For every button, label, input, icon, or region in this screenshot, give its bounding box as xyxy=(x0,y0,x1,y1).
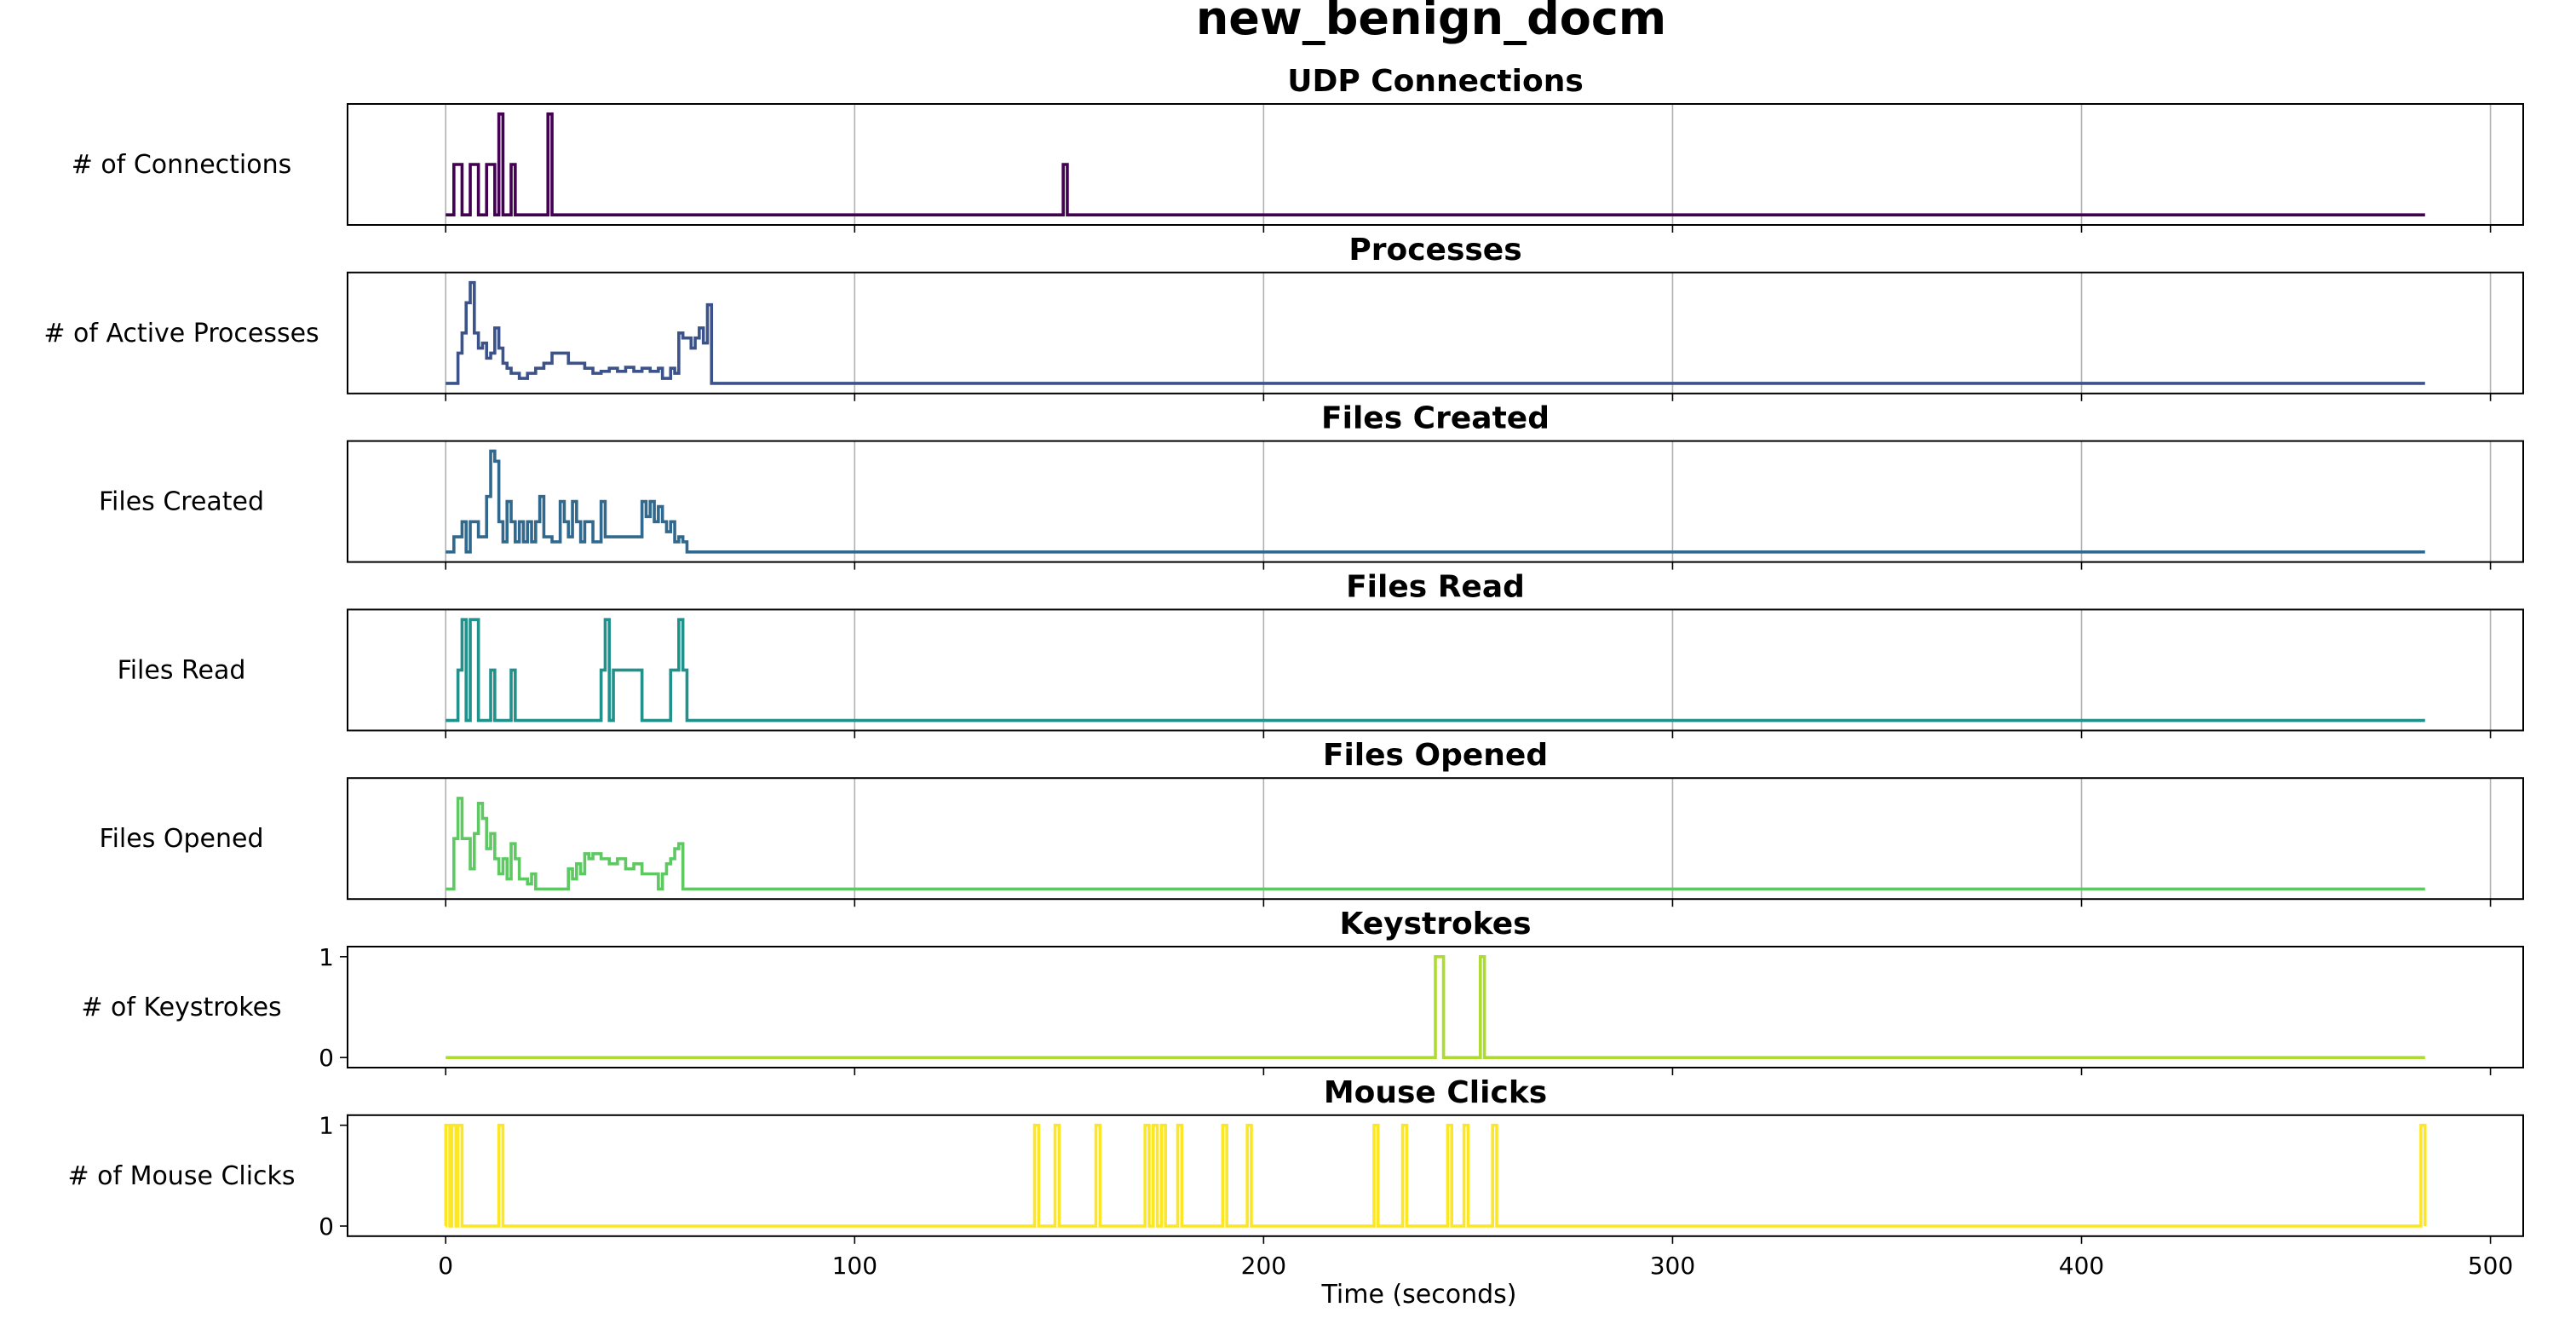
y-tick-label: 0 xyxy=(319,1044,334,1072)
y-axis-label: # of Connections xyxy=(72,150,292,180)
axes-frame xyxy=(347,1114,2524,1237)
x-axis-label: Time (seconds) xyxy=(1321,1280,1517,1310)
subplot-keystrokes: Keystrokes # of Keystrokes 0 1 xyxy=(81,907,2524,1075)
y-axis-label: Files Read xyxy=(118,655,246,685)
subplot-processes: Processes # of Active Processes xyxy=(43,233,2524,401)
subplot-title: Files Read xyxy=(1346,569,1525,604)
axes-frame xyxy=(347,271,2524,394)
subplot-udp-connections: UDP Connections # of Connections xyxy=(72,64,2524,233)
y-axis-label: # of Mouse Clicks xyxy=(67,1161,295,1191)
subplot-files-opened: Files Opened Files Opened xyxy=(100,738,2524,907)
x-tick-label: 100 xyxy=(832,1252,877,1280)
axes-frame xyxy=(347,946,2524,1068)
series-line-keystrokes xyxy=(446,955,2425,1059)
subplot-title: Files Opened xyxy=(1323,738,1548,773)
series-line-files-created xyxy=(446,449,2425,554)
y-tick-label: 0 xyxy=(319,1212,334,1241)
y-axis-label: Files Opened xyxy=(100,824,264,854)
y-tick-label: 1 xyxy=(319,1112,334,1140)
y-axis-label: # of Active Processes xyxy=(43,319,319,348)
axes-frame xyxy=(347,777,2524,901)
subplot-files-read: Files Read Files Read xyxy=(118,569,2524,739)
subplot-title: Processes xyxy=(1348,233,1521,268)
y-axis-label: # of Keystrokes xyxy=(81,993,281,1022)
x-tick-label: 400 xyxy=(2059,1252,2104,1280)
subplot-title: Mouse Clicks xyxy=(1324,1075,1547,1110)
x-tick-label: 200 xyxy=(1241,1252,1286,1280)
axes-frame xyxy=(347,608,2524,732)
y-tick-label: 1 xyxy=(319,943,334,971)
subplot-title: Files Created xyxy=(1321,401,1550,436)
series-line-udp-connections xyxy=(446,112,2425,216)
subplot-title: Keystrokes xyxy=(1339,907,1531,942)
subplot-stack: UDP Connections # of Connections Processes… xyxy=(43,64,2524,1280)
x-tick-label: 500 xyxy=(2468,1252,2513,1280)
x-tick-label: 300 xyxy=(1650,1252,1695,1280)
series-line-mouse-clicks xyxy=(444,1123,2427,1228)
axes-frame xyxy=(347,103,2524,226)
x-tick-label: 0 xyxy=(438,1252,453,1280)
subplot-mouse-clicks: Mouse Clicks # of Mouse Clicks 0 100 200 300 4… xyxy=(67,1075,2524,1280)
figure-title: new_benign_docm xyxy=(1196,0,1666,45)
y-axis-label: Files Created xyxy=(99,487,264,517)
subplot-title: UDP Connections xyxy=(1287,64,1584,99)
series-line-files-opened xyxy=(446,797,2425,891)
series-line-files-read xyxy=(446,618,2425,723)
series-line-processes xyxy=(446,280,2425,385)
axes-frame xyxy=(347,440,2524,563)
subplot-files-created: Files Created Files Created xyxy=(99,401,2524,570)
